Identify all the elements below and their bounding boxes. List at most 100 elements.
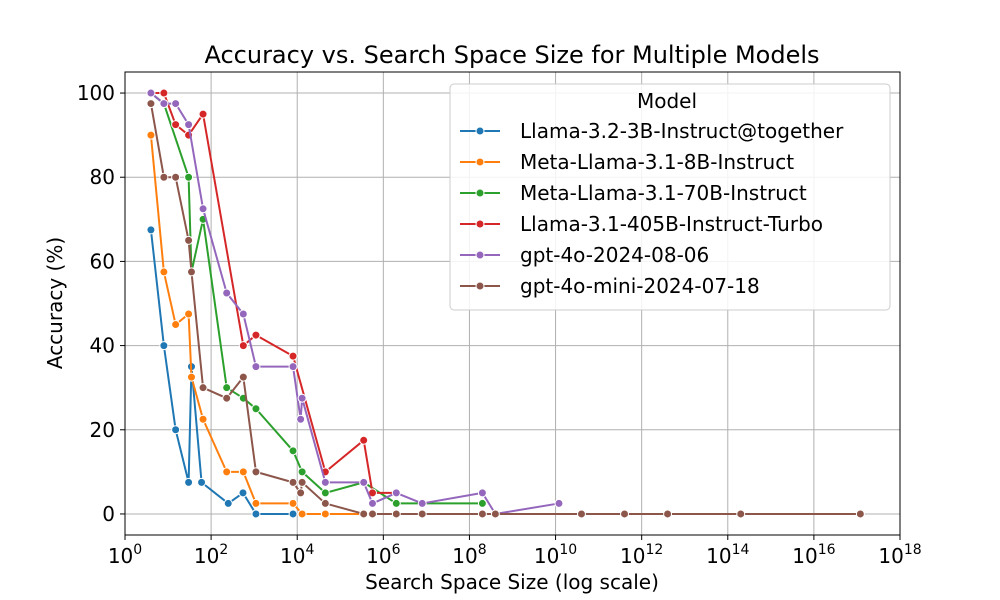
data-point — [288, 362, 298, 372]
data-point — [198, 414, 208, 424]
data-point — [296, 488, 306, 498]
data-point — [184, 172, 194, 182]
legend-label: Meta-Llama-3.1-8B-Instruct — [520, 150, 794, 174]
data-point — [222, 393, 232, 403]
data-point — [222, 467, 232, 477]
data-point — [576, 509, 586, 519]
data-point — [238, 309, 248, 319]
data-point — [417, 498, 427, 508]
y-axis-label: Accuracy (%) — [43, 237, 67, 369]
data-point — [288, 446, 298, 456]
x-tick-label: 100 — [108, 542, 142, 568]
series-line — [150, 92, 397, 494]
data-point — [222, 288, 232, 298]
data-point — [222, 383, 232, 393]
plot-frame — [124, 71, 901, 536]
data-point — [171, 320, 181, 330]
data-point — [288, 498, 298, 508]
legend-swatch-marker — [475, 157, 485, 167]
data-point — [159, 99, 169, 109]
data-point — [554, 498, 564, 508]
data-point — [297, 467, 307, 477]
series-5 — [146, 88, 564, 519]
x-tick-label: 104 — [280, 542, 314, 568]
y-tick-label: 60 — [90, 249, 115, 273]
legend-title: Model — [637, 89, 697, 113]
series-line — [149, 135, 397, 515]
data-point — [359, 435, 369, 445]
y-tick-label: 80 — [90, 165, 115, 189]
series-layer — [146, 88, 865, 519]
data-point — [159, 267, 169, 277]
x-tick-label: 1012 — [620, 542, 663, 568]
data-point — [663, 509, 673, 519]
series-6 — [146, 99, 865, 519]
y-tick-label: 0 — [102, 502, 115, 526]
x-tick-label: 1018 — [878, 542, 921, 568]
data-point — [238, 372, 248, 382]
x-tick-label: 1016 — [792, 542, 835, 568]
data-point — [855, 509, 865, 519]
x-tick-label: 106 — [366, 542, 400, 568]
legend-label: gpt-4o-mini-2024-07-18 — [520, 274, 760, 298]
data-point — [391, 488, 401, 498]
data-point — [146, 225, 156, 235]
data-point — [146, 88, 156, 98]
data-point — [251, 404, 261, 414]
data-point — [288, 509, 298, 519]
data-point — [184, 477, 194, 487]
legend-box — [449, 83, 891, 311]
data-point — [391, 498, 401, 508]
data-point — [477, 509, 487, 519]
legend-label: Llama-3.1-405B-Instruct-Turbo — [520, 212, 823, 236]
data-point — [146, 99, 156, 109]
legend-item: Meta-Llama-3.1-8B-Instruct — [460, 150, 794, 174]
y-tick-label: 40 — [90, 334, 115, 358]
series-2 — [146, 130, 401, 519]
data-point — [171, 172, 181, 182]
data-point — [184, 235, 194, 245]
legend-swatch-marker — [475, 126, 485, 136]
data-point — [159, 172, 169, 182]
y-tick-label: 20 — [90, 418, 115, 442]
data-point — [146, 130, 156, 140]
series-line — [149, 103, 861, 515]
legend-label: Meta-Llama-3.1-70B-Instruct — [520, 181, 807, 205]
data-point — [359, 509, 369, 519]
x-axis-label: Search Space Size (log scale) — [365, 570, 659, 594]
data-point — [171, 120, 181, 130]
data-point — [297, 393, 307, 403]
y-tick-label: 100 — [77, 81, 115, 105]
legend-item: gpt-4o-mini-2024-07-18 — [460, 274, 760, 298]
data-point — [477, 498, 487, 508]
data-point — [288, 351, 298, 361]
data-point — [184, 309, 194, 319]
data-point — [320, 488, 330, 498]
data-point — [251, 467, 261, 477]
legend-item: Meta-Llama-3.1-70B-Instruct — [460, 181, 807, 205]
ticks: 100 102 104 106 108 1010 1012 1014 1016 1018 0 20 40… — [77, 81, 922, 568]
data-point — [288, 477, 298, 487]
x-tick-label: 1010 — [534, 542, 577, 568]
series-1 — [146, 225, 298, 519]
data-point — [251, 509, 261, 519]
data-point — [159, 341, 169, 351]
data-point — [251, 362, 261, 372]
x-tick-label: 102 — [194, 542, 228, 568]
legend: Model Llama-3.2-3B-Instruct@together Meta-… — [449, 83, 891, 311]
data-point — [238, 341, 248, 351]
data-point — [297, 477, 307, 487]
data-point — [477, 488, 487, 498]
legend-label: gpt-4o-2024-08-06 — [520, 243, 709, 267]
data-point — [490, 509, 500, 519]
data-point — [238, 467, 248, 477]
data-point — [171, 99, 181, 109]
x-tick-label: 108 — [452, 542, 486, 568]
data-point — [296, 414, 306, 424]
data-point — [359, 477, 369, 487]
legend-label: Llama-3.2-3B-Instruct@together — [520, 119, 844, 143]
legend-item: gpt-4o-2024-08-06 — [460, 243, 709, 267]
data-point — [417, 509, 427, 519]
data-point — [184, 120, 194, 130]
